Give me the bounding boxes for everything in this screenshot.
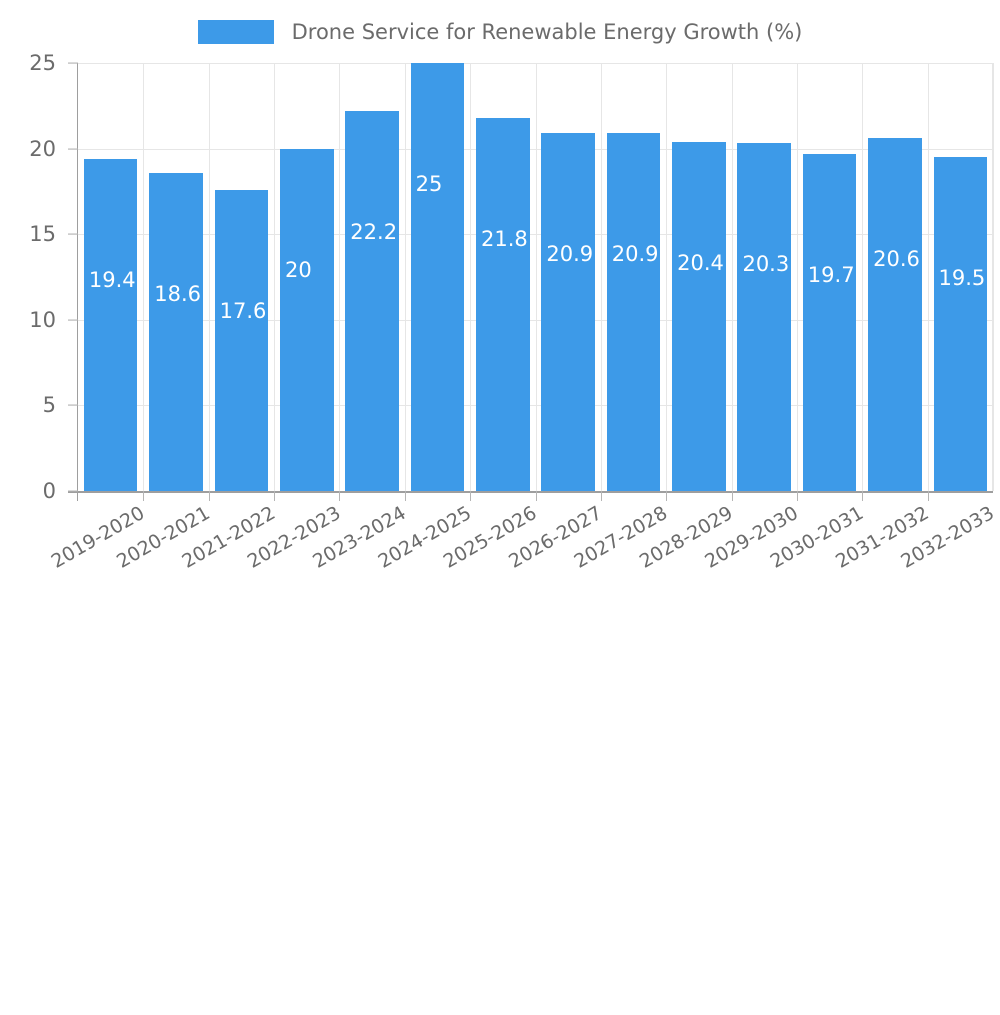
plot-right-border xyxy=(992,63,993,491)
x-axis-tick-mark xyxy=(274,491,276,501)
y-axis-tick-mark xyxy=(68,319,78,321)
gridline-vertical xyxy=(470,63,472,491)
bar[interactable] xyxy=(672,141,726,491)
gridline-horizontal xyxy=(68,405,993,407)
gridline-horizontal xyxy=(68,234,993,236)
x-axis-tick-mark xyxy=(535,491,537,501)
x-axis-tick-mark xyxy=(862,491,864,501)
gridline-vertical xyxy=(535,63,537,491)
y-axis-tick-mark xyxy=(68,404,78,406)
gridline-vertical xyxy=(404,63,406,491)
y-axis-tick-label: 10 xyxy=(29,307,56,332)
gridline-horizontal xyxy=(68,148,993,150)
x-axis-tick-mark xyxy=(796,491,798,501)
y-axis-tick-mark xyxy=(68,233,78,235)
gridline-vertical xyxy=(731,63,733,491)
plot-area: 19.4 18.6 17.6 20 22.2 25 21.8 20.9 20.9 20.4 20.3… xyxy=(68,63,994,501)
gridline-vertical xyxy=(339,63,341,491)
x-axis-tick-mark xyxy=(339,491,341,501)
bar[interactable] xyxy=(149,172,203,491)
x-axis-tick-mark xyxy=(731,491,733,501)
legend-label: Drone Service for Renewable Energy Growt… xyxy=(291,19,803,44)
x-axis-tick-mark xyxy=(600,491,602,501)
bar[interactable] xyxy=(476,117,530,491)
x-axis-tick-mark xyxy=(143,491,145,501)
gridline-vertical xyxy=(862,63,864,491)
chart-legend: Drone Service for Renewable Energy Growt… xyxy=(0,14,1000,50)
gridline-vertical xyxy=(993,63,994,491)
gridline-horizontal xyxy=(68,63,993,64)
bar[interactable] xyxy=(83,158,138,491)
x-axis-tick-mark xyxy=(470,491,472,501)
bar-chart: Drone Service for Renewable Energy Growt… xyxy=(0,14,1000,573)
y-axis-tick-label: 20 xyxy=(29,136,56,161)
y-axis-tick-label: 15 xyxy=(29,222,56,247)
bar[interactable] xyxy=(214,189,269,491)
y-axis-tick-label: 0 xyxy=(42,479,56,503)
gridline-vertical xyxy=(600,63,602,491)
y-axis-tick-label: 25 xyxy=(29,51,56,75)
bar[interactable] xyxy=(737,143,792,491)
gridline-vertical xyxy=(274,63,276,491)
y-axis-tick-mark xyxy=(68,62,78,64)
gridline-vertical xyxy=(666,63,668,491)
bar[interactable] xyxy=(933,157,988,491)
gridline-vertical xyxy=(927,63,929,491)
bar[interactable] xyxy=(345,110,399,491)
y-axis-tick-mark xyxy=(68,148,78,150)
gridline-vertical xyxy=(143,63,145,491)
bar[interactable] xyxy=(410,63,465,491)
x-axis-tick-mark xyxy=(404,491,406,501)
legend-color-swatch xyxy=(197,20,274,44)
gridline-vertical xyxy=(796,63,798,491)
bar[interactable] xyxy=(606,133,661,491)
gridline-horizontal xyxy=(68,319,993,321)
x-axis-tick-mark xyxy=(927,491,929,501)
x-axis-tick-mark xyxy=(208,491,210,501)
bar[interactable] xyxy=(279,148,334,491)
gridline-horizontal xyxy=(68,491,993,493)
bar[interactable] xyxy=(868,138,922,491)
bar[interactable] xyxy=(802,153,857,491)
y-axis-tick-label: 5 xyxy=(42,393,56,418)
bar[interactable] xyxy=(541,133,595,491)
gridline-vertical xyxy=(77,63,78,501)
gridline-vertical xyxy=(208,63,210,491)
x-axis-tick-mark xyxy=(666,491,668,501)
y-axis-tick-mark xyxy=(68,490,78,492)
